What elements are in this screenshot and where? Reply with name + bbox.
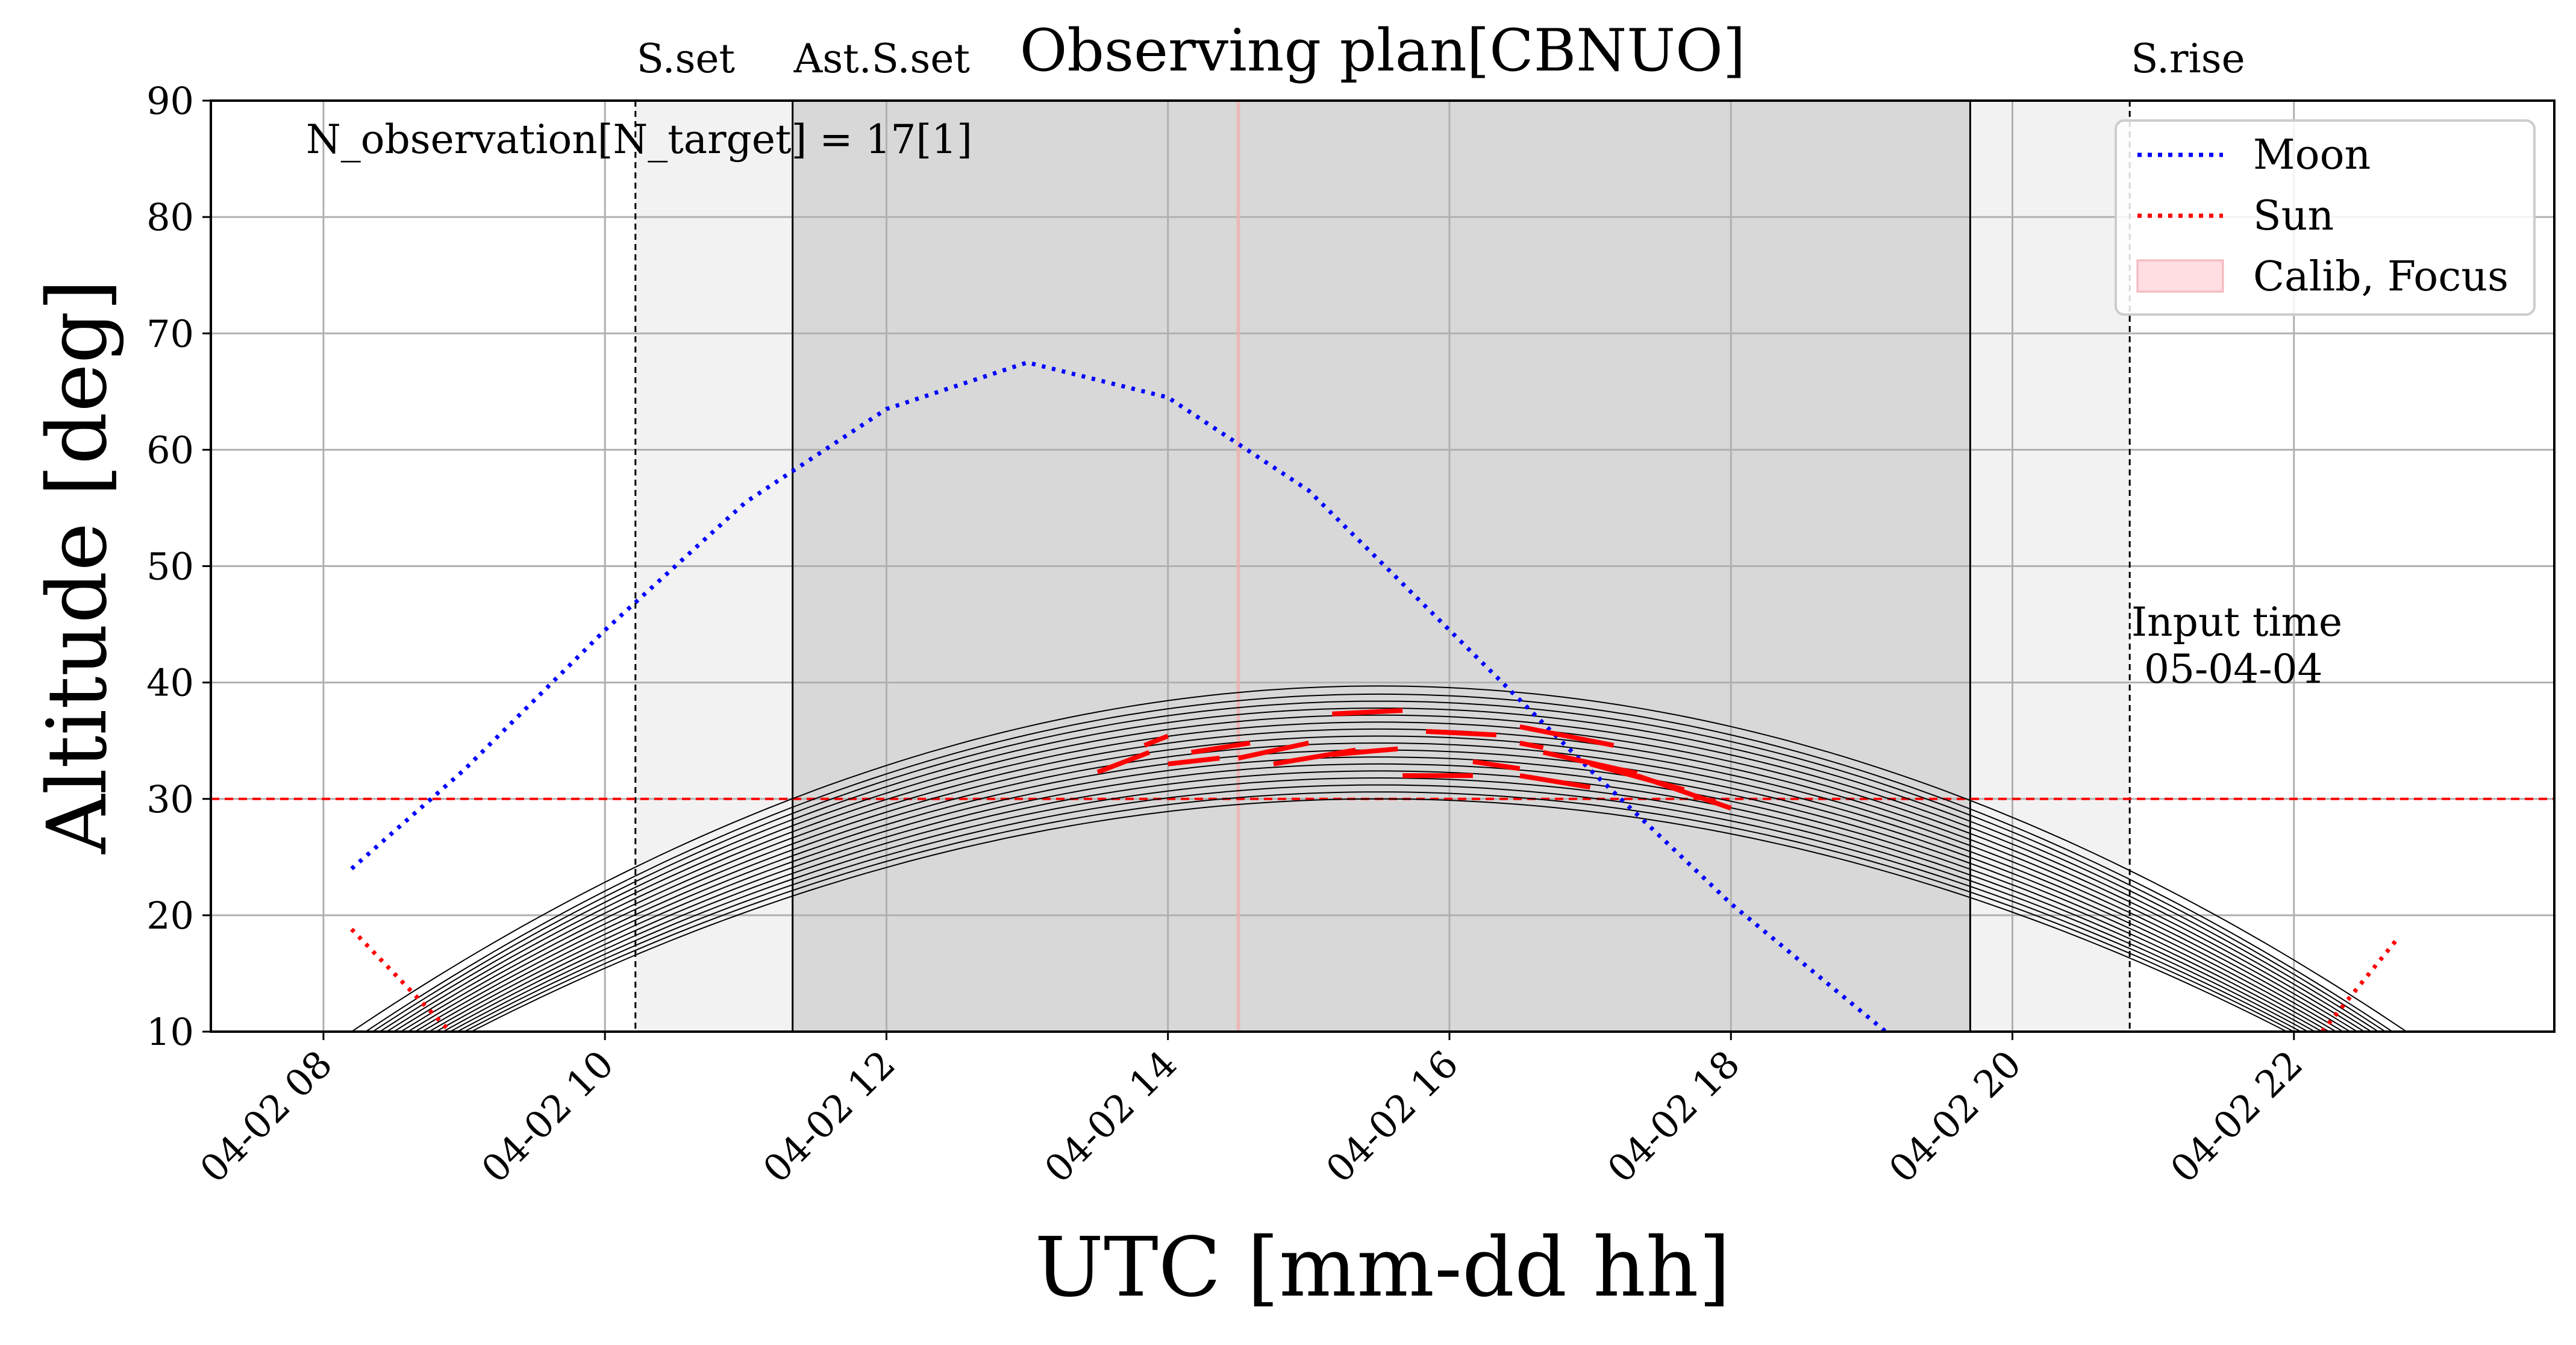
- y-tick-label: 40: [146, 661, 194, 705]
- input-time-annotation: Input time 05-04-04: [2131, 599, 2342, 692]
- y-tick-label: 90: [146, 79, 194, 123]
- observation-count-annotation: N_observation[N_target] = 17[1]: [306, 116, 972, 163]
- legend-moon-label: Moon: [2253, 131, 2371, 179]
- chart-title: Observing plan[CBNUO]: [1020, 17, 1746, 84]
- target-curve: [470, 798, 2287, 1032]
- y-tick-label: 70: [146, 312, 194, 356]
- observation-segment: [1143, 733, 1169, 748]
- observation-segment: [1519, 741, 1544, 750]
- observation-segment: [1332, 707, 1403, 716]
- observation-segment: [1636, 773, 1732, 810]
- x-axis-label: UTC [mm-dd hh]: [1034, 1220, 1730, 1315]
- observation-segment: [1472, 759, 1521, 771]
- legend: Moon Sun Calib, Focus: [2115, 119, 2536, 316]
- observation-segment: [1191, 741, 1251, 755]
- target-curve: [457, 784, 2301, 1032]
- data-layer: [211, 360, 2554, 1032]
- event-label: Ast.S.set: [793, 36, 970, 82]
- target-curve: [400, 728, 2358, 1032]
- observation-segment: [1425, 729, 1497, 738]
- y-tick-label: 10: [146, 1010, 194, 1054]
- target-curve: [414, 742, 2344, 1032]
- target-curve: [436, 763, 2322, 1032]
- y-tick-label: 30: [146, 777, 194, 821]
- input-time-line: Input time: [2131, 599, 2342, 645]
- legend-calib-label: Calib, Focus: [2253, 253, 2509, 301]
- legend-calib-swatch: [2136, 259, 2224, 293]
- target-curve: [365, 693, 2393, 1032]
- legend-sun-label: Sun: [2253, 192, 2334, 240]
- input-time-line: 05-04-04: [2131, 646, 2323, 692]
- y-tick-label: 60: [146, 428, 194, 472]
- target-curve: [379, 707, 2379, 1032]
- sun-curve: [350, 927, 452, 1032]
- target-curve: [351, 685, 2407, 1032]
- target-curve: [407, 735, 2351, 1032]
- observation-segment: [1168, 756, 1220, 767]
- event-label: S.set: [637, 36, 735, 82]
- observation-segment: [1519, 773, 1591, 790]
- y-tick-label: 50: [146, 545, 194, 589]
- event-lines-layer: S.set Ast.S.set S.rise: [634, 36, 2245, 1032]
- target-curve: [449, 777, 2309, 1032]
- observation-segment: [1519, 724, 1615, 748]
- target-curve: [443, 770, 2316, 1032]
- target-curve: [393, 721, 2365, 1032]
- y-tick-label: 80: [146, 195, 194, 239]
- event-label: S.rise: [2131, 36, 2245, 82]
- y-tick-label: 20: [146, 894, 194, 938]
- observation-segment: [1542, 750, 1638, 776]
- observation-segment: [1331, 746, 1398, 757]
- target-curve: [464, 791, 2295, 1032]
- target-curve: [428, 756, 2330, 1032]
- target-curve: [386, 714, 2372, 1032]
- calib-focus-marker: [1236, 101, 1240, 1032]
- observation-segment: [1096, 750, 1150, 775]
- target-curve: [372, 700, 2386, 1032]
- observation-segment: [1237, 741, 1310, 761]
- y-axis-label: Altitude [deg]: [30, 279, 125, 854]
